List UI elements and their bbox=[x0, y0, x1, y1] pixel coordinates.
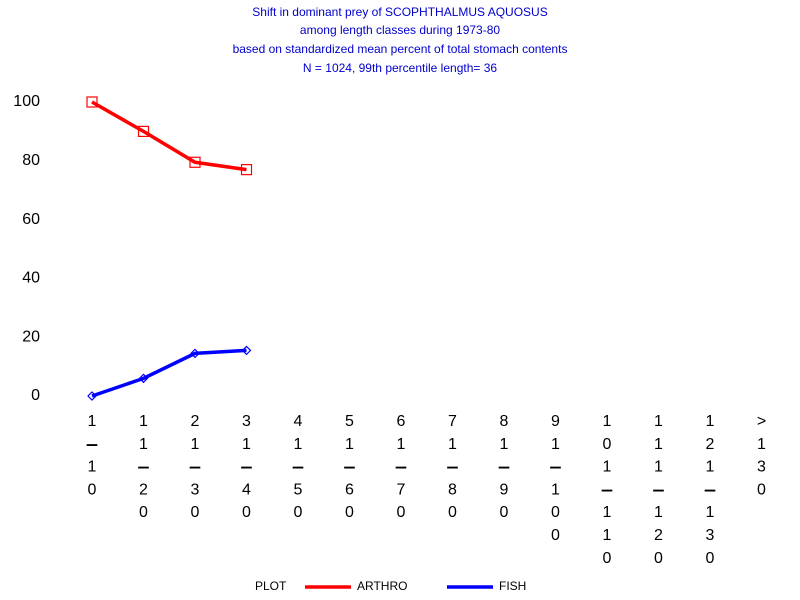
x-tick-label: 5 1 -6 0 bbox=[343, 413, 357, 521]
y-tick-label: 60 bbox=[22, 211, 40, 228]
chart-title: Shift in dominant prey of SCOPHTHALMUS A… bbox=[252, 5, 547, 19]
marker bbox=[86, 96, 98, 108]
chart-title: among length classes during 1973-80 bbox=[300, 23, 500, 37]
y-tick-label: 40 bbox=[22, 270, 40, 287]
legend-label: ARTHRO bbox=[357, 579, 407, 593]
series-line bbox=[91, 348, 247, 398]
marker bbox=[190, 348, 200, 359]
marker bbox=[240, 164, 253, 176]
x-tick-label: 1 1 1 -1 2 0 bbox=[652, 413, 666, 567]
x-tick-label: 1 0 1 -1 1 0 bbox=[600, 413, 614, 567]
x-tick-label: 2 1 -3 0 bbox=[188, 413, 202, 521]
marker bbox=[138, 373, 149, 384]
x-tick-label: 9 1 -1 0 0 bbox=[549, 413, 563, 544]
marker bbox=[87, 391, 97, 401]
legend-title: PLOT bbox=[255, 579, 287, 593]
x-tick-label: 4 1 -5 0 bbox=[291, 413, 305, 521]
y-tick-label: 80 bbox=[22, 152, 40, 169]
x-tick-label: 8 1 -9 0 bbox=[497, 413, 511, 521]
y-tick-label: 20 bbox=[22, 328, 40, 345]
marker bbox=[189, 156, 201, 168]
chart-title: based on standardized mean percent of to… bbox=[233, 42, 568, 56]
x-tick-label: 1 2 1 -1 3 0 bbox=[703, 413, 717, 567]
marker bbox=[241, 345, 252, 356]
x-tick-label: 3 1 -4 0 bbox=[240, 413, 254, 521]
x-tick-label: 6 1 -7 0 bbox=[394, 413, 408, 521]
chart-title: N = 1024, 99th percentile length= 36 bbox=[303, 61, 497, 75]
y-tick-label: 0 bbox=[31, 387, 40, 404]
x-tick-label: 1 1 -2 0 bbox=[137, 413, 151, 521]
x-tick-label: 1 -1 0 bbox=[85, 413, 99, 498]
series-line bbox=[91, 100, 247, 172]
marker bbox=[137, 125, 150, 138]
legend-label: FISH bbox=[499, 579, 526, 593]
y-tick-label: 100 bbox=[13, 93, 40, 110]
x-tick-label: 7 1 -8 0 bbox=[446, 413, 460, 521]
x-tick-label: >1 3 0 bbox=[757, 413, 766, 498]
